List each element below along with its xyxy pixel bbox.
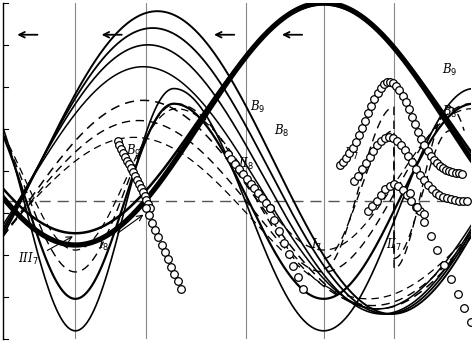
Text: II$_8$: II$_8$ [238, 156, 255, 172]
Text: B$_7$: B$_7$ [344, 146, 359, 162]
Text: B$_9$: B$_9$ [442, 62, 458, 78]
Text: B$_8$: B$_8$ [273, 122, 289, 139]
Text: B$_8$: B$_8$ [442, 104, 458, 120]
Text: III$_7$: III$_7$ [18, 250, 39, 266]
Text: I$_8$: I$_8$ [98, 237, 109, 253]
Text: B$_9$: B$_9$ [250, 99, 266, 115]
Text: I$_7$: I$_7$ [311, 237, 322, 253]
Text: II$_7$: II$_7$ [386, 237, 402, 253]
Text: B$_9$: B$_9$ [126, 143, 142, 159]
